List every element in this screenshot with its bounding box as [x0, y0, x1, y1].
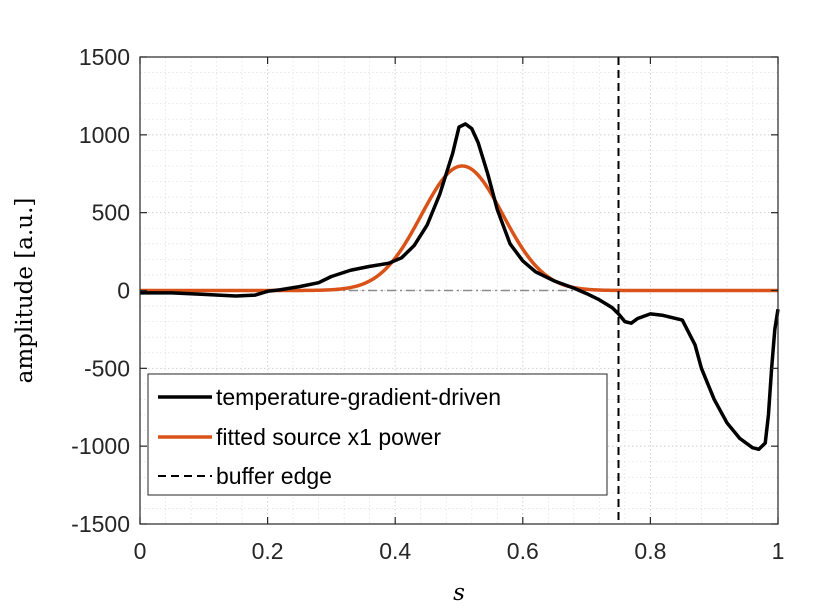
legend: temperature-gradient-driven fitted sourc… — [147, 373, 608, 496]
y-tick-label: 500 — [92, 200, 130, 226]
legend-box — [147, 373, 608, 496]
y-tick-label: 1000 — [79, 122, 130, 148]
y-axis-label: amplitude [a.u.] — [12, 198, 38, 384]
legend-label-buffer-edge: buffer edge — [216, 463, 332, 489]
series-group — [139, 57, 780, 524]
x-tick-label: 0 — [134, 538, 147, 564]
legend-label-fitted-source: fitted source x1 power — [216, 424, 441, 450]
y-tick-label: 1500 — [79, 44, 130, 70]
y-tick-label: -1000 — [71, 433, 130, 459]
series-line-temperature-gradient-driven — [140, 122, 780, 452]
y-tick-label: -500 — [84, 355, 130, 381]
x-tick-label: 0.6 — [507, 538, 539, 564]
x-tick-label: 0.8 — [634, 538, 666, 564]
legend-label-temperature-gradient-driven: temperature-gradient-driven — [216, 384, 501, 410]
x-axis-label: s — [453, 580, 465, 606]
x-tick-label: 0.4 — [379, 538, 411, 564]
x-axis-ticks: 0 0.2 0.4 0.6 0.8 1 — [134, 57, 785, 564]
y-tick-label: -1500 — [71, 511, 130, 537]
series-line-fitted-source — [139, 164, 779, 293]
y-axis-ticks: -1500 -1000 -500 0 500 1000 1500 — [71, 44, 778, 537]
y-tick-label: 0 — [117, 278, 130, 304]
x-tick-label: 0.2 — [252, 538, 284, 564]
x-tick-label: 1 — [772, 538, 785, 564]
